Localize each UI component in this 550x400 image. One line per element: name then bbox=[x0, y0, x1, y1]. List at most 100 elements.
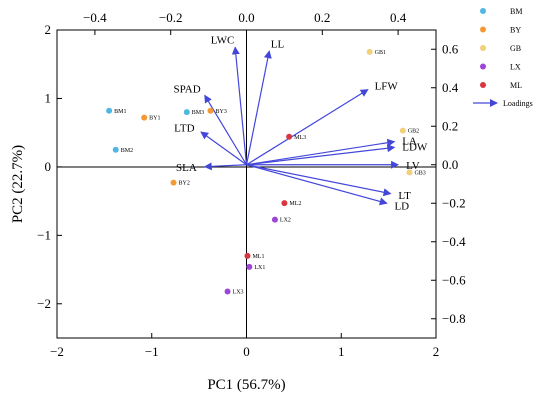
loading-arrow bbox=[246, 144, 396, 166]
point-marker bbox=[406, 169, 413, 176]
loading-lfw: LFW bbox=[246, 80, 399, 166]
point-label: ML2 bbox=[289, 201, 301, 207]
score-point-ml2: ML2 bbox=[281, 200, 301, 207]
y-right-tick-label: −0.2 bbox=[442, 195, 466, 210]
loading-la: LA bbox=[246, 135, 417, 166]
score-point-bm1: BM1 bbox=[106, 107, 126, 115]
legend-marker bbox=[480, 63, 486, 70]
y-right-tick-label: 0.4 bbox=[442, 80, 459, 95]
x-bottom-tick-label: 1 bbox=[338, 344, 345, 359]
score-point-lx2: LX2 bbox=[271, 216, 291, 224]
y-left-tick-label: −1 bbox=[37, 227, 51, 242]
x-top-tick-label: 0.0 bbox=[238, 10, 254, 25]
legend-label: BM bbox=[510, 7, 522, 16]
y-right-tick-label: −0.4 bbox=[442, 234, 466, 249]
y-left-tick-label: 1 bbox=[45, 90, 52, 105]
point-marker bbox=[246, 263, 253, 270]
point-marker bbox=[207, 107, 214, 114]
legend-item-gb: GB bbox=[480, 44, 521, 53]
y-right-tick-label: 0.6 bbox=[442, 41, 459, 56]
point-marker bbox=[112, 146, 119, 153]
loading-label: LDW bbox=[402, 141, 428, 153]
legend-label: LX bbox=[510, 63, 521, 72]
loading-arrow bbox=[246, 164, 392, 197]
score-point-bm2: BM2 bbox=[112, 146, 133, 154]
y-left-tick-label: −2 bbox=[37, 296, 51, 311]
legend-label: GB bbox=[510, 44, 521, 53]
score-point-gb3: GB3 bbox=[406, 169, 426, 176]
x-bottom-tick-label: 0 bbox=[243, 344, 250, 359]
point-marker bbox=[399, 127, 406, 134]
loading-arrow bbox=[246, 89, 369, 166]
point-marker bbox=[244, 252, 251, 259]
point-label: LX2 bbox=[280, 218, 291, 224]
score-point-by1: BY1 bbox=[141, 114, 161, 122]
x-top-tick-label: −0.4 bbox=[83, 10, 107, 25]
y-right-tick-label: 0.0 bbox=[442, 157, 458, 172]
x-top-tick-label: 0.2 bbox=[314, 10, 330, 25]
legend-item-ml: ML bbox=[480, 81, 522, 90]
legend-marker bbox=[480, 26, 486, 33]
score-point-by2: BY2 bbox=[170, 179, 190, 187]
loading-ll: LL bbox=[245, 38, 285, 165]
point-label: BM2 bbox=[121, 148, 133, 154]
legend-item-by: BY bbox=[480, 26, 521, 35]
x-top-tick-label: 0.4 bbox=[390, 10, 407, 25]
legend-marker bbox=[480, 82, 486, 88]
point-label: LX3 bbox=[233, 289, 244, 295]
loading-label: SPAD bbox=[174, 84, 201, 96]
x-axis-title: PC1 (56.7%) bbox=[207, 377, 285, 393]
loading-arrow bbox=[246, 138, 396, 166]
legend-item-lx: LX bbox=[480, 63, 521, 72]
loading-lt: LT bbox=[246, 164, 411, 202]
loading-ld: LD bbox=[246, 164, 409, 212]
loading-label: LT bbox=[398, 190, 411, 202]
point-label: LX1 bbox=[254, 265, 265, 271]
score-points: BM1 BM2 BM3 BY1 BY2 BY3 GB1 GB2 GB3 LX1 LX2 LX3 ML1 M… bbox=[106, 48, 426, 295]
y-left-tick-label: 2 bbox=[45, 22, 52, 37]
y-right-tick-label: −0.6 bbox=[442, 272, 466, 287]
point-label: BY2 bbox=[179, 181, 190, 187]
point-marker bbox=[281, 200, 288, 207]
loading-lv: LV bbox=[246, 160, 420, 172]
loading-label: LFW bbox=[375, 80, 399, 92]
point-marker bbox=[271, 216, 278, 223]
loading-arrow bbox=[245, 50, 272, 165]
x-bottom-tick-label: −2 bbox=[50, 344, 64, 359]
loading-arrow bbox=[200, 131, 247, 166]
score-point-by3: BY3 bbox=[207, 107, 227, 115]
point-marker bbox=[106, 107, 113, 114]
y-left-tick-label: 0 bbox=[45, 159, 52, 174]
legend-item-loadings: Loadings bbox=[473, 99, 533, 108]
legend-item-bm: BM bbox=[480, 7, 522, 16]
x-top-tick-label: −0.2 bbox=[159, 10, 183, 25]
point-label: GB2 bbox=[408, 129, 419, 135]
loading-arrow bbox=[204, 94, 248, 166]
point-label: BY1 bbox=[149, 116, 160, 122]
loading-label: LL bbox=[271, 38, 285, 50]
point-marker bbox=[224, 288, 231, 295]
point-marker bbox=[170, 179, 177, 186]
score-point-gb1: GB1 bbox=[366, 48, 386, 56]
score-point-gb2: GB2 bbox=[399, 127, 419, 135]
axis-ticks: −2 −1 0 1 2 2 1 0 −1 −2 −0.4 −0.2 0.0 0.2 0.4 0.6 0.4 0.2… bbox=[37, 10, 466, 359]
point-marker bbox=[286, 133, 293, 140]
legend-marker bbox=[480, 8, 486, 14]
loading-label: LD bbox=[394, 200, 409, 212]
point-label: ML3 bbox=[294, 135, 306, 141]
legend-label: BY bbox=[510, 26, 521, 35]
loading-label: LV bbox=[406, 160, 420, 172]
score-point-lx3: LX3 bbox=[224, 288, 244, 295]
point-marker bbox=[366, 48, 373, 55]
score-point-ml1: ML1 bbox=[244, 252, 264, 260]
legend-marker bbox=[480, 45, 486, 51]
point-marker bbox=[183, 109, 190, 116]
loading-spad: SPAD bbox=[174, 84, 248, 166]
loading-arrow bbox=[246, 164, 388, 206]
loading-arrow bbox=[231, 46, 248, 165]
loading-ltd: LTD bbox=[174, 122, 247, 166]
point-marker bbox=[141, 114, 148, 121]
score-point-bm3: BM3 bbox=[183, 109, 204, 116]
score-point-lx1: LX1 bbox=[246, 263, 265, 271]
